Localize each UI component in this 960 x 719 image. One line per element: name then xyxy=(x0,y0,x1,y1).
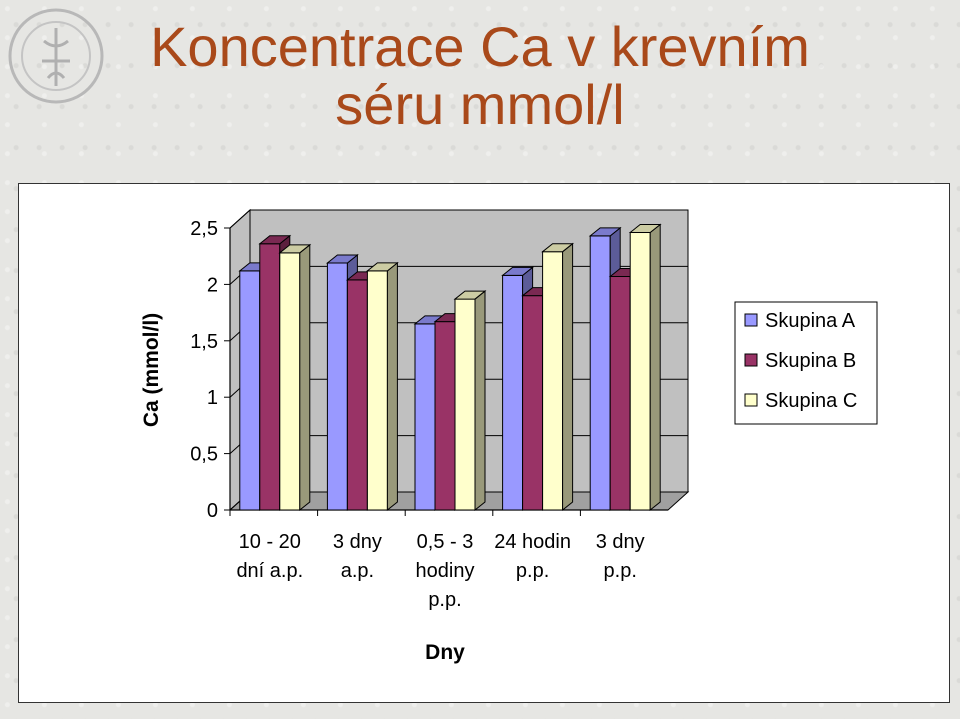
bar-top xyxy=(325,254,359,264)
bar-top xyxy=(501,266,535,276)
bar-front xyxy=(629,232,651,511)
bar-top xyxy=(541,243,575,253)
bar-front xyxy=(346,279,368,511)
legend: Skupina A Skupina B Skupina C xyxy=(734,301,878,425)
legend-label: Skupina B xyxy=(765,350,856,372)
bar-front xyxy=(502,274,524,511)
x-tick-label: 3 dny p.p. xyxy=(596,531,645,582)
bar-front xyxy=(366,270,388,511)
bar xyxy=(453,290,487,512)
gridline xyxy=(229,209,688,229)
bar-front xyxy=(609,276,631,511)
bar-front xyxy=(414,323,436,511)
legend-swatch xyxy=(744,353,758,367)
bar-side xyxy=(562,242,574,512)
bar-front xyxy=(259,243,281,511)
x-tick-label: 3 dny a.p. xyxy=(333,531,382,582)
y-tick-label: 2 xyxy=(207,274,218,296)
legend-swatch xyxy=(744,313,758,327)
bar xyxy=(365,261,399,512)
bar xyxy=(278,243,312,512)
x-axis-label: Dny xyxy=(425,641,465,664)
bar-front xyxy=(454,298,476,511)
bar-top xyxy=(453,290,487,300)
bar-side xyxy=(386,261,398,512)
legend-label: Skupina C xyxy=(765,390,857,412)
bar-top xyxy=(588,227,622,237)
bar-top xyxy=(628,224,662,234)
y-tick-label: 1 xyxy=(207,387,218,409)
title-line-2: séru mmol/l xyxy=(335,73,625,136)
bar-top xyxy=(365,262,399,272)
y-axis-label: Ca (mmol/l) xyxy=(140,313,163,427)
bar xyxy=(628,223,662,512)
bar-front xyxy=(279,252,301,511)
legend-swatch xyxy=(744,393,758,407)
x-tick-label: 10 - 20 dní a.p. xyxy=(236,531,303,582)
y-tick-label: 0,5 xyxy=(190,444,218,466)
page-title: Koncentrace Ca v krevním séru mmol/l xyxy=(90,18,870,134)
y-tick-label: 2,5 xyxy=(190,218,218,240)
x-tick-label: 0,5 - 3 hodiny p.p. xyxy=(416,531,475,611)
legend-label: Skupina A xyxy=(765,310,856,332)
bar-front xyxy=(239,270,261,511)
x-tick-label: 24 hodin p.p. xyxy=(494,531,571,582)
bar xyxy=(541,242,575,512)
bar-front xyxy=(542,251,564,511)
bar-side xyxy=(299,243,311,512)
bar-front xyxy=(589,235,611,511)
bar-top xyxy=(278,244,312,254)
bar-top xyxy=(258,235,292,245)
bar-front xyxy=(326,262,348,511)
legend-box xyxy=(734,301,878,425)
university-seal-logo xyxy=(8,8,104,104)
y-tick-label: 1,5 xyxy=(190,331,218,353)
bar-side xyxy=(474,290,486,512)
bar-front xyxy=(434,321,456,511)
bar-side xyxy=(649,223,661,512)
title-line-1: Koncentrace Ca v krevním xyxy=(150,15,810,78)
bar-front xyxy=(522,295,544,511)
y-tick-label: 0 xyxy=(207,500,218,522)
